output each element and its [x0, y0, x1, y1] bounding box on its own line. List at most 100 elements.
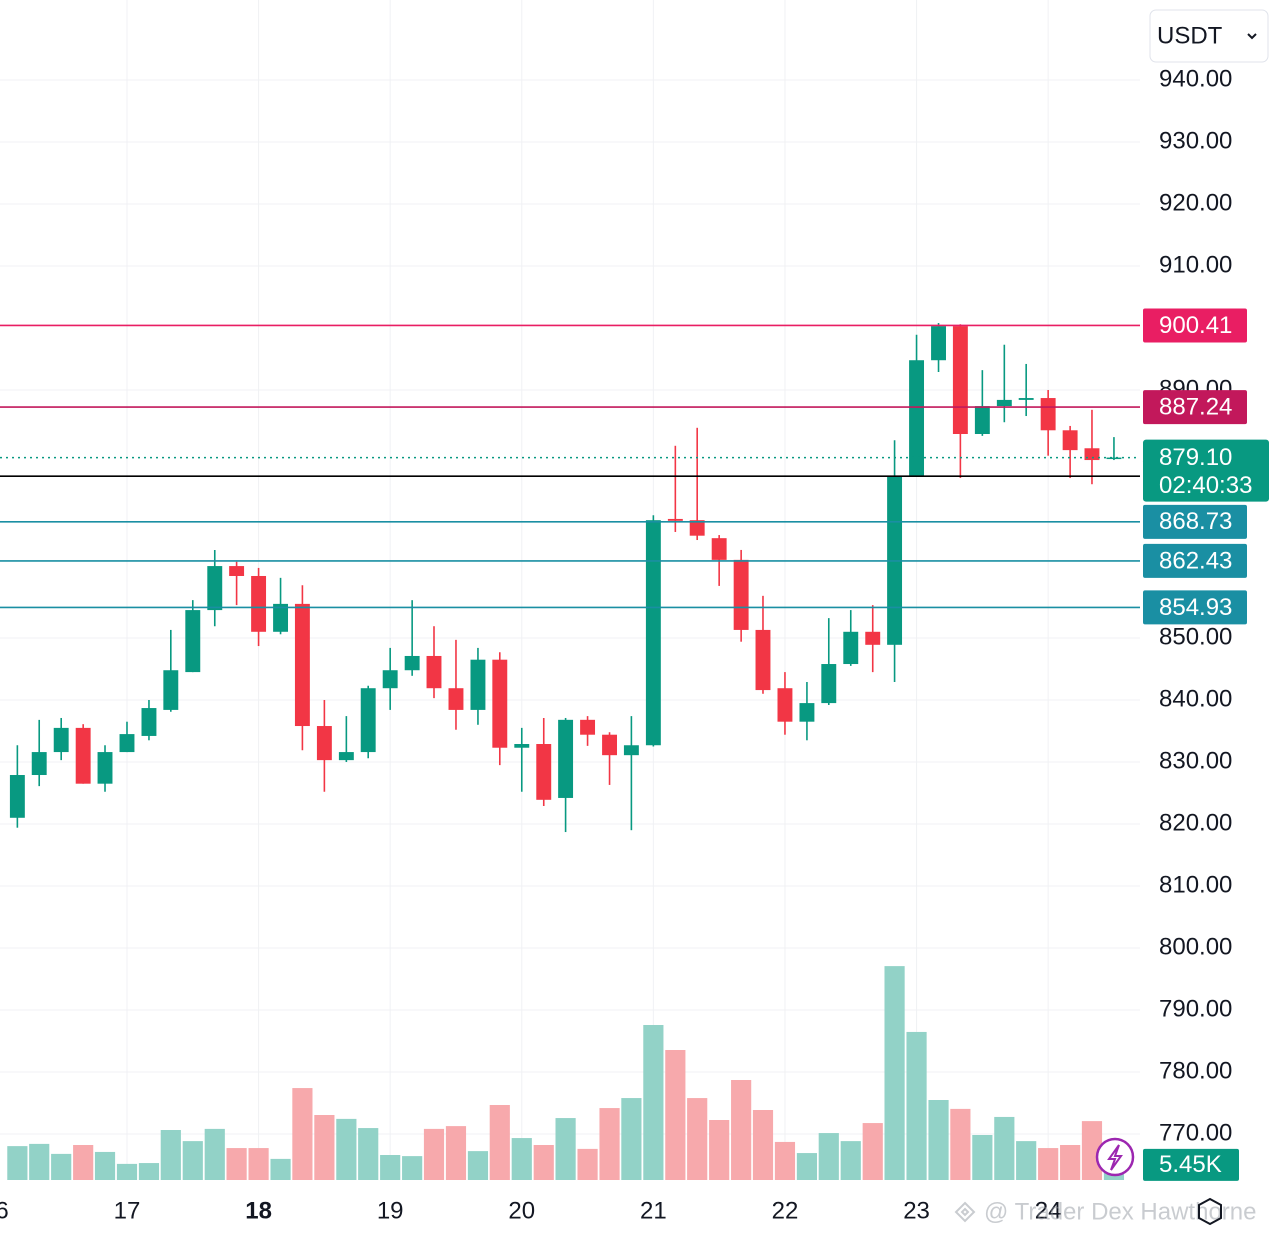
volume-bar	[796, 1153, 818, 1180]
currency-selector[interactable]: USDT	[1149, 9, 1269, 63]
candle-body	[755, 629, 771, 691]
volume-bar	[994, 1116, 1015, 1180]
lightning-button[interactable]	[1095, 1137, 1135, 1177]
y-tick-label: 820.00	[1159, 809, 1232, 836]
settings-icon[interactable]	[1198, 1197, 1222, 1226]
candle-body	[251, 575, 267, 632]
candle-body	[514, 744, 530, 748]
candle-body	[821, 664, 837, 704]
current-price-box	[1143, 439, 1269, 502]
candle-body	[119, 734, 135, 753]
candle-body	[536, 744, 552, 800]
candle-body	[360, 688, 376, 753]
volume-bar	[643, 1025, 664, 1180]
candle-body	[558, 719, 574, 798]
y-tick-label: 780.00	[1159, 1057, 1232, 1084]
volume-bar	[533, 1145, 554, 1180]
price-line-label-box	[1143, 390, 1247, 425]
candle-body	[338, 752, 354, 761]
volume-bar	[467, 1151, 489, 1180]
x-tick-label: 17	[114, 1197, 141, 1224]
candle-body	[952, 326, 968, 435]
candle-body	[733, 559, 749, 630]
candle-body	[1062, 430, 1078, 451]
y-tick-label: 840.00	[1159, 685, 1232, 712]
candle-body	[470, 659, 486, 710]
x-tick-label: 19	[377, 1197, 404, 1224]
volume-label: 5.45K	[1159, 1151, 1222, 1178]
candle-body	[229, 566, 245, 576]
y-tick-label: 920.00	[1159, 189, 1232, 216]
price-line-label: 900.41	[1159, 312, 1232, 339]
volume-bar	[1060, 1145, 1081, 1180]
candle-body	[909, 360, 925, 477]
x-tick-label: 20	[508, 1197, 535, 1224]
price-line-label-box	[1143, 543, 1247, 578]
candle-body	[689, 520, 705, 536]
volume-bar	[665, 1050, 686, 1180]
volume-bar	[423, 1128, 445, 1180]
currency-box[interactable]	[1149, 9, 1269, 63]
volume-bar	[1081, 1121, 1103, 1180]
candle-body	[843, 631, 859, 665]
volume-bar	[489, 1105, 510, 1180]
volume-bar	[73, 1145, 94, 1180]
y-tick-label: 810.00	[1159, 871, 1232, 898]
volume-bar	[314, 1115, 335, 1180]
candle-body	[1018, 398, 1034, 400]
x-tick-label: 21	[640, 1197, 667, 1224]
candle-body	[9, 775, 25, 818]
watermark-text: @ Trader Dex Hawthorne	[984, 1198, 1256, 1225]
volume-bar	[29, 1143, 50, 1180]
y-tick-label: 930.00	[1159, 127, 1232, 154]
currency-label[interactable]: USDT	[1157, 22, 1223, 49]
candle-body	[382, 670, 398, 689]
candle-body	[1106, 457, 1122, 460]
volume-bar	[621, 1098, 642, 1180]
watermark-logo	[954, 1201, 976, 1223]
y-tick-label: 910.00	[1159, 251, 1232, 278]
volume-bar	[687, 1098, 708, 1180]
volume-bar	[380, 1155, 401, 1180]
candle-body	[426, 655, 442, 689]
candle-body	[273, 603, 289, 632]
plot-area	[0, 0, 1140, 1180]
volume-bar	[840, 1141, 861, 1180]
candle-body	[492, 659, 508, 748]
chevron[interactable]	[1247, 33, 1257, 40]
x-tick-label: 18	[245, 1197, 272, 1224]
volume-bar	[248, 1148, 269, 1180]
candle-body	[31, 752, 47, 776]
candle-body	[75, 727, 91, 784]
price-line-label-box	[1143, 590, 1247, 625]
volume-bar	[226, 1148, 247, 1180]
volume-bar	[731, 1080, 752, 1180]
volume-bar	[555, 1118, 576, 1180]
candle-body	[711, 538, 727, 560]
candle-body	[53, 727, 69, 753]
candle-body	[799, 703, 815, 722]
y-tick-label: 790.00	[1159, 995, 1232, 1022]
volume-bar	[138, 1163, 160, 1180]
volume-bar	[292, 1088, 313, 1180]
candle-body	[667, 518, 683, 521]
y-tick-label: 830.00	[1159, 747, 1232, 774]
volume-bar	[906, 1031, 927, 1180]
candle-body	[996, 399, 1012, 407]
volume-bar	[709, 1120, 730, 1180]
x-tick-label: 22	[772, 1197, 799, 1224]
candle-body	[316, 726, 332, 761]
volume-bar	[336, 1118, 357, 1180]
volume-bar	[774, 1141, 796, 1180]
volume-bar	[116, 1163, 138, 1180]
volume-bar	[818, 1133, 839, 1180]
candle-body	[645, 520, 661, 746]
lightning-bolt[interactable]	[1107, 1144, 1123, 1171]
candle-body	[580, 719, 596, 735]
candle-body	[448, 688, 464, 710]
price-line-label: 868.73	[1159, 508, 1232, 535]
candle-body	[865, 631, 881, 645]
volume-bar	[445, 1126, 467, 1180]
volume-bar	[884, 966, 905, 1180]
y-tick-label: 940.00	[1159, 65, 1232, 92]
